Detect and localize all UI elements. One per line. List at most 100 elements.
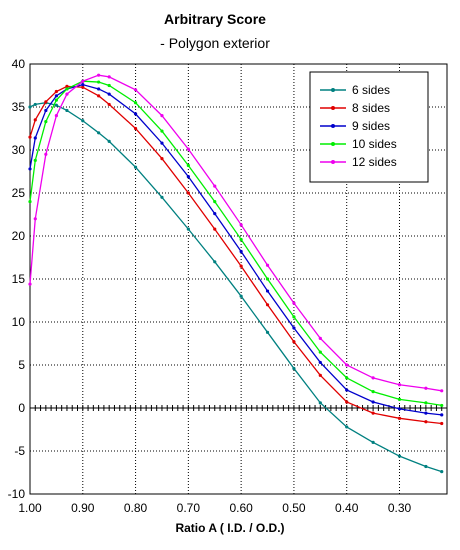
- legend-marker: [331, 88, 335, 92]
- data-point: [54, 98, 58, 102]
- x-tick-label: 0.60: [229, 501, 253, 515]
- data-point: [213, 200, 217, 204]
- legend-label: 12 sides: [352, 155, 397, 169]
- data-point: [371, 411, 375, 415]
- legend-entry: 9 sides: [320, 119, 390, 133]
- data-point: [133, 112, 138, 116]
- data-point: [28, 135, 32, 139]
- y-tick-label: 5: [18, 358, 25, 372]
- data-point: [33, 102, 37, 107]
- y-tick-label: -5: [14, 444, 25, 458]
- legend-label: 8 sides: [352, 101, 390, 115]
- data-point: [318, 350, 322, 354]
- data-point: [397, 383, 402, 387]
- data-point: [65, 84, 69, 88]
- y-tick-label: 0: [18, 401, 25, 415]
- data-point: [239, 264, 243, 268]
- data-point: [239, 249, 243, 254]
- y-tick-label: 30: [12, 143, 26, 157]
- data-point: [133, 101, 138, 105]
- data-point: [160, 114, 164, 118]
- data-point: [213, 184, 217, 188]
- legend-label: 10 sides: [352, 137, 397, 151]
- legend-label: 9 sides: [352, 119, 390, 133]
- data-point: [97, 80, 101, 84]
- data-point: [65, 87, 69, 91]
- data-point: [265, 330, 270, 334]
- grid-lines: [29, 63, 447, 495]
- data-point: [81, 119, 85, 123]
- data-point: [44, 120, 48, 124]
- data-point: [44, 100, 48, 104]
- data-point: [213, 260, 217, 264]
- legend-marker: [331, 106, 335, 110]
- data-point: [133, 88, 138, 92]
- data-point: [65, 108, 69, 113]
- data-point: [160, 141, 164, 145]
- legend-entry: 10 sides: [320, 137, 397, 151]
- data-point: [81, 83, 85, 87]
- data-point: [97, 94, 101, 98]
- data-point: [33, 158, 37, 162]
- data-point: [44, 108, 48, 113]
- data-point: [186, 227, 190, 231]
- y-tick-label: 20: [12, 229, 26, 243]
- y-tick-label: 40: [12, 57, 26, 71]
- data-point: [186, 191, 190, 195]
- data-point: [81, 79, 85, 83]
- data-point: [265, 289, 270, 293]
- x-tick-label: 1.00: [18, 501, 42, 515]
- legend-entry: 12 sides: [320, 155, 397, 169]
- data-point: [28, 105, 32, 109]
- chart-subtitle: - Polygon exterior: [160, 35, 270, 51]
- data-point: [424, 464, 428, 469]
- data-point: [345, 388, 349, 392]
- data-point: [440, 403, 444, 408]
- x-tick-label: 0.50: [282, 501, 306, 515]
- data-point: [213, 227, 217, 231]
- data-point: [133, 126, 138, 131]
- data-point: [265, 277, 270, 281]
- data-point: [107, 102, 111, 107]
- data-point: [292, 366, 296, 371]
- data-point: [54, 114, 58, 118]
- data-point: [65, 92, 69, 96]
- x-tick-label: 0.70: [177, 501, 201, 515]
- data-point: [318, 401, 322, 405]
- data-point: [107, 92, 111, 96]
- data-point: [424, 411, 428, 415]
- legend-marker: [331, 124, 335, 128]
- series-9-sides: [28, 83, 444, 417]
- data-point: [33, 118, 37, 122]
- data-point: [44, 152, 48, 156]
- data-point: [186, 163, 190, 168]
- data-point: [186, 175, 190, 179]
- x-tick-label: 0.40: [335, 501, 359, 515]
- x-tick-label: 0.80: [124, 501, 148, 515]
- data-point: [160, 195, 164, 199]
- data-point: [440, 421, 444, 426]
- legend-label: 6 sides: [352, 83, 390, 97]
- series-group: [28, 73, 444, 474]
- axes: 40 35 30 25 20 15 10 5 0 -5 -101.00 0.90 0.80 0.70 0.6…: [8, 57, 448, 515]
- data-point: [28, 167, 32, 171]
- data-point: [213, 212, 217, 216]
- data-point: [371, 390, 375, 394]
- data-point: [292, 315, 296, 319]
- data-point: [28, 282, 32, 286]
- data-point: [239, 294, 243, 298]
- chart-title: Arbitrary Score: [164, 11, 266, 27]
- data-point: [318, 336, 322, 340]
- data-point: [345, 363, 349, 367]
- legend-marker: [331, 142, 335, 146]
- data-point: [97, 87, 101, 91]
- y-tick-label: 10: [12, 315, 26, 329]
- data-point: [292, 326, 296, 330]
- x-tick-label: 0.30: [388, 501, 412, 515]
- data-point: [345, 425, 349, 429]
- x-axis-title: Ratio A ( I.D. / O.D.): [175, 521, 285, 535]
- data-point: [186, 147, 190, 151]
- data-point: [107, 83, 111, 88]
- data-point: [440, 413, 444, 417]
